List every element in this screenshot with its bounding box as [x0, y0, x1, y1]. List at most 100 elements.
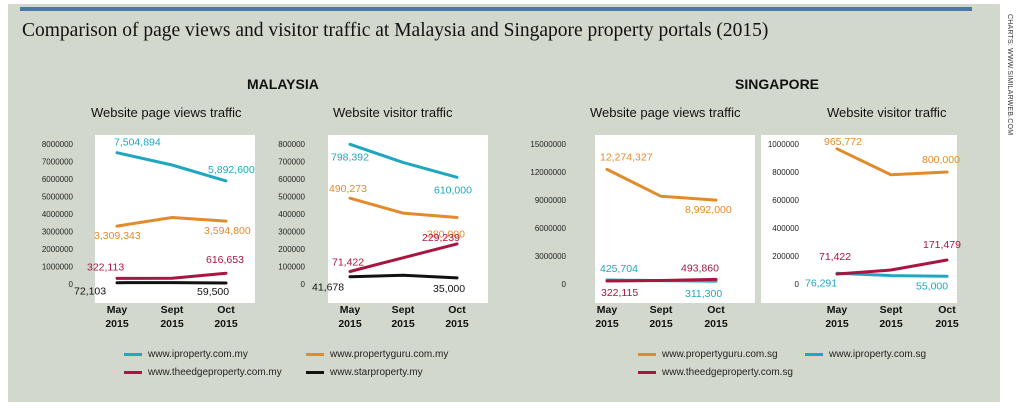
- x-tick-label: Sept 2015: [160, 304, 184, 330]
- legend-label: www.starproperty.my: [330, 367, 423, 378]
- y-tick-label: 6000000: [535, 224, 567, 233]
- legend-swatch: [638, 371, 656, 374]
- legend-label: www.iproperty.com.sg: [829, 349, 927, 360]
- data-label: 41,678: [312, 282, 344, 294]
- legend-label: www.propertyguru.com.sg: [662, 349, 778, 360]
- y-tick-label: 12000000: [530, 168, 566, 177]
- y-tick-label: 0: [562, 280, 567, 289]
- y-tick-label: 0: [795, 280, 800, 289]
- legend-swatch: [638, 353, 656, 356]
- data-label: 229,239: [422, 232, 460, 244]
- data-label: 616,653: [206, 254, 244, 266]
- data-label: 380,000: [427, 229, 465, 241]
- series-line-www-iproperty-com-my: [348, 142, 459, 179]
- y-tick-label: 400000: [772, 224, 799, 233]
- region-heading-singapore: SINGAPORE: [735, 76, 820, 92]
- y-tick-label: 700000: [278, 158, 305, 167]
- x-tick-label: Sept 2015: [649, 304, 673, 330]
- x-tick-label: May 2015: [338, 304, 362, 330]
- legend-swatch: [124, 353, 142, 356]
- legend-label: www.theedgeproperty.com.sg: [662, 367, 793, 378]
- legend-swatch: [805, 353, 823, 356]
- data-label: 800,000: [922, 154, 960, 166]
- legend-item-iproperty-sg: www.iproperty.com.sg: [805, 349, 926, 360]
- page-title: Comparison of page views and visitor tra…: [22, 20, 769, 41]
- y-tick-label: 200000: [772, 252, 799, 261]
- y-tick-label: 100000: [278, 263, 305, 272]
- series-line-www-theedgeproperty-com-sg: [835, 258, 949, 276]
- data-label: 3,594,800: [204, 225, 251, 237]
- data-label: 493,860: [681, 262, 719, 274]
- region-heading-malaysia: MALAYSIA: [247, 76, 319, 92]
- source-credit: CHARTS: WWW.SIMILARWEB.COM: [1002, 14, 1014, 135]
- y-tick-label: 600000: [772, 196, 799, 205]
- top-accent-bar: [20, 7, 972, 11]
- y-tick-label: 300000: [278, 228, 305, 237]
- series-line-www-theedgeproperty-com-my: [348, 242, 459, 273]
- series-line-www-propertyguru-com-sg: [605, 167, 718, 202]
- chart-title-sg-pageviews: Website page views traffic: [590, 105, 741, 120]
- y-tick-label: 500000: [278, 193, 305, 202]
- source-credit-text: CHARTS: WWW.SIMILARWEB.COM: [1006, 14, 1013, 136]
- chart-title-my-pageviews: Website page views traffic: [91, 105, 242, 120]
- y-tick-label: 8000000: [42, 140, 74, 149]
- y-tick-label: 800000: [278, 140, 305, 149]
- x-tick-label: May 2015: [825, 304, 849, 330]
- x-tick-label: Oct 2015: [935, 304, 959, 330]
- y-tick-label: 6000000: [42, 175, 74, 184]
- chart-my-pageviews: 0 1000000 2000000 3000000 4000000 5000000 6000…: [42, 135, 255, 330]
- data-label: 8,992,000: [685, 204, 732, 216]
- data-label: 798,392: [331, 151, 369, 163]
- y-tick-label: 0: [301, 280, 306, 289]
- y-tick-label: 2000000: [42, 245, 74, 254]
- y-tick-label: 1000000: [42, 263, 74, 272]
- legend-item-propertyguru-sg: www.propertyguru.com.sg: [638, 349, 778, 360]
- data-label: 3,309,343: [94, 230, 141, 242]
- data-label: 12,274,327: [600, 151, 653, 163]
- y-tick-label: 3000000: [42, 228, 74, 237]
- data-label: 311,300: [685, 288, 722, 300]
- series-line-www-propertyguru-com-my: [348, 196, 459, 219]
- legend-item-theedgeproperty-my: www.theedgeproperty.com.my: [124, 367, 282, 378]
- y-tick-label: 7000000: [42, 158, 74, 167]
- data-label: 59,500: [197, 286, 229, 298]
- chart-sg-pageviews: 0 3000000 6000000 9000000 12000000 15000000 Ma…: [530, 135, 755, 330]
- x-tick-label: Sept 2015: [391, 304, 415, 330]
- x-tick-label: Oct 2015: [445, 304, 469, 330]
- data-label: 171,479: [923, 239, 961, 251]
- data-label: 7,504,894: [114, 137, 161, 149]
- data-label: 322,113: [87, 261, 124, 273]
- series-line-www-propertyguru-com-sg: [835, 147, 949, 177]
- data-label: 965,772: [824, 136, 862, 148]
- data-label: 72,103: [74, 286, 106, 298]
- legend-swatch: [124, 371, 142, 374]
- y-tick-label: 800000: [772, 168, 799, 177]
- legend-swatch: [306, 353, 324, 356]
- data-label: 71,422: [819, 251, 851, 263]
- data-label: 425,704: [600, 263, 638, 275]
- chart-sg-visitors: 0 200000 400000 600000 800000 1000000 May 2015 S…: [761, 135, 961, 330]
- series-line-www-theedgeproperty-com-sg: [605, 277, 718, 283]
- legend-label: www.propertyguru.com.my: [330, 349, 449, 360]
- y-tick-label: 400000: [278, 210, 305, 219]
- legend-swatch: [306, 371, 324, 374]
- y-tick-label: 1000000: [768, 140, 800, 149]
- legend-item-starproperty-my: www.starproperty.my: [306, 367, 423, 378]
- legend-item-propertyguru-my: www.propertyguru.com.my: [306, 349, 448, 360]
- data-label: 55,000: [916, 280, 948, 292]
- y-tick-label: 9000000: [535, 196, 567, 205]
- data-label: 76,291: [805, 277, 837, 289]
- y-tick-label: 600000: [278, 175, 305, 184]
- x-tick-label: Sept 2015: [879, 304, 903, 330]
- data-label: 490,273: [329, 183, 367, 195]
- x-tick-label: Oct 2015: [214, 304, 238, 330]
- chart-title-sg-visitors: Website visitor traffic: [827, 105, 947, 120]
- y-tick-label: 3000000: [535, 252, 567, 261]
- y-tick-label: 200000: [278, 245, 305, 254]
- chart-my-visitors: 0 100000 200000 300000 400000 500000 600000 700…: [278, 135, 488, 330]
- data-label: 322,115: [601, 287, 638, 299]
- x-tick-label: Oct 2015: [704, 304, 728, 330]
- chart-title-my-visitors: Website visitor traffic: [333, 105, 453, 120]
- series-line-www-theedgeproperty-com-my: [115, 271, 228, 280]
- y-tick-label: 5000000: [42, 193, 74, 202]
